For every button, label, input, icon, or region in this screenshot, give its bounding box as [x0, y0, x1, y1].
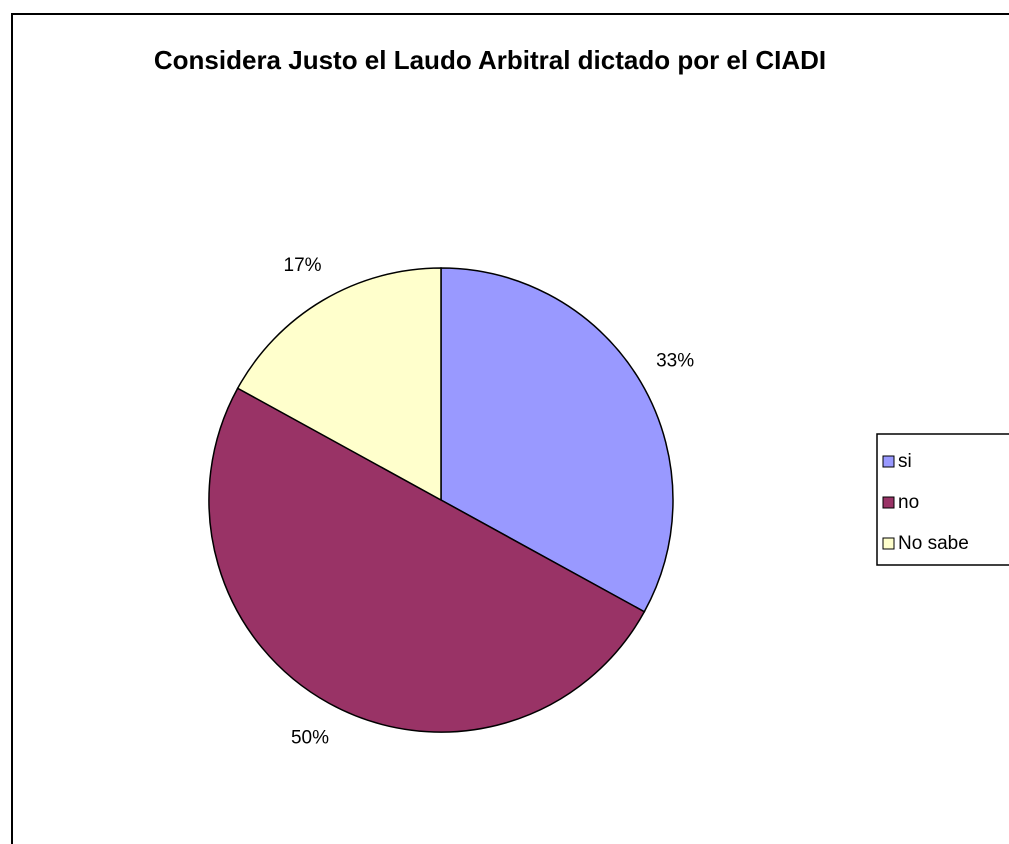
- legend-swatch: [882, 537, 895, 550]
- legend-swatch: [882, 496, 895, 509]
- legend-label: No sabe: [898, 533, 969, 554]
- legend-swatch: [882, 455, 895, 468]
- pie-slice: [208, 387, 646, 733]
- pie-slice: [440, 267, 674, 613]
- chart-title: Considera Justo el Laudo Arbitral dictad…: [153, 45, 827, 75]
- data-label: 17%: [284, 255, 322, 276]
- pie-slice: [236, 267, 442, 502]
- legend-label: si: [898, 451, 912, 472]
- data-label: 33%: [656, 351, 694, 372]
- data-label: 50%: [291, 727, 329, 748]
- legend-label: no: [898, 492, 919, 513]
- legend-box: [876, 433, 1009, 566]
